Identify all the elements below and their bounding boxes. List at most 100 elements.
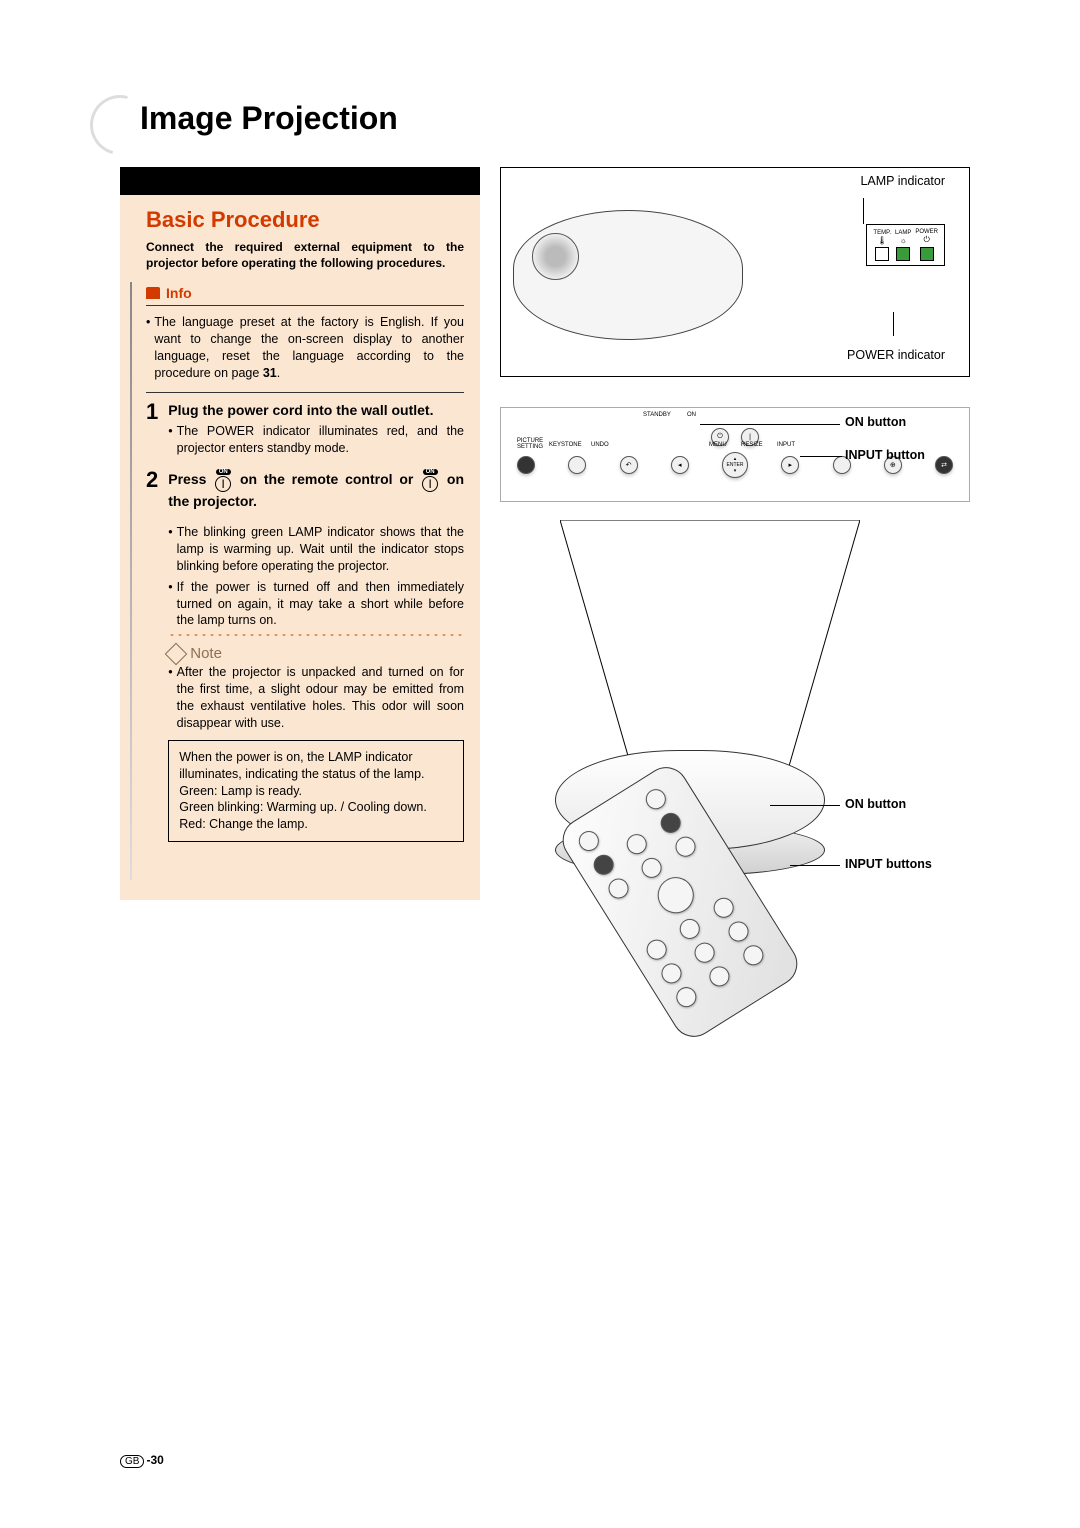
undo-button[interactable]: ↶ [620,456,638,474]
input-button[interactable]: ⇄ [935,456,953,474]
keystone-tiny-label: KEYSTONE [549,442,582,448]
undo-tiny-label: UNDO [591,442,609,448]
step-2-bullet-2: If the power is turned off and then imme… [177,579,464,630]
lamp-red-text: : Change the lamp. [202,817,308,831]
picture-button[interactable] [517,456,535,474]
remote-button[interactable] [623,830,651,858]
step-number: 1 [146,401,158,461]
input-button-callout: INPUT button [845,448,925,462]
projector-on-chip: ON | [422,469,438,492]
remote-button[interactable] [643,936,671,964]
lamp-led: LAMP☼ [895,230,911,261]
remote-input-button[interactable] [657,809,685,837]
info-header: Info [146,285,464,301]
indicator-diagram: LAMP indicator TEMP.🌡 LAMP☼ POWER⏻ [500,167,970,377]
info-suffix: . [277,366,280,380]
remote-button[interactable] [673,983,701,1011]
chip-label: ON [423,469,438,475]
note-text: After the projector is unpacked and turn… [168,664,464,732]
step-2-bullet-1: The blinking green LAMP indicator shows … [177,524,464,575]
step-1-bullet: The POWER indicator illuminates red, and… [177,423,464,457]
projector-top-view [513,210,743,340]
step-2: 2 Press ON | on the remote control or ON [146,469,464,842]
step-2-detail: The blinking green LAMP indicator shows … [168,524,464,629]
remote-input-button[interactable] [671,833,699,861]
on-button-callout: ON button [845,415,906,429]
step-2-title: Press ON | on the remote control or ON |… [168,469,464,510]
step-2-pre: Press [168,471,213,487]
power-indicator-label: POWER indicator [847,348,945,362]
remote-button[interactable] [676,915,704,943]
nav-right[interactable]: ▸ [781,456,799,474]
black-bar [120,167,480,195]
lamp-blink-text: : Warming up. / Cooling down. [260,800,427,814]
enter-button[interactable]: ▴ENTER▾ [722,452,748,478]
dotted-rule [168,633,464,637]
lamp-status-box: When the power is on, the LAMP indicator… [168,740,464,842]
leader-line [790,865,840,866]
remote-button[interactable] [605,875,633,903]
remote-on-callout: ON button [845,797,906,811]
book-icon [146,287,160,299]
picture-tiny-label: PICTURE SETTING [515,438,545,450]
remote-button[interactable] [575,827,603,855]
step-body: Plug the power cord into the wall outlet… [168,401,464,461]
remote-button[interactable] [739,942,767,970]
note-body: After the projector is unpacked and turn… [177,664,464,732]
step-1: 1 Plug the power cord into the wall outl… [146,401,464,461]
page-prefix: GB [120,1455,144,1468]
page-number: GB-30 [120,1453,164,1468]
power-led-icon [920,247,934,261]
left-inner: Basic Procedure Connect the required ext… [120,195,480,870]
standby-tiny-label: STANDBY [643,412,671,418]
vertical-rule [130,282,132,880]
leader-line [800,456,842,457]
page-num-value: -30 [146,1453,163,1467]
nav-left[interactable]: ◂ [671,456,689,474]
resize-tiny-label: RESIZE [741,442,763,448]
leader-line [893,312,894,336]
divider [146,392,464,393]
info-label: Info [166,285,192,301]
input-tiny-label: INPUT [777,442,795,448]
led-panel: TEMP.🌡 LAMP☼ POWER⏻ [866,224,945,266]
temp-led: TEMP.🌡 [873,230,891,261]
remote-on-chip: ON | [215,469,231,492]
remote-button[interactable] [590,851,618,879]
on-circle-icon: | [215,476,231,492]
remote-on-button[interactable] [642,786,670,814]
step-1-detail: The POWER indicator illuminates red, and… [168,423,464,457]
step-2-mid: on the remote control or [240,471,420,487]
lamp-green-label: Green [179,784,214,798]
remote-input-callout: INPUT buttons [845,857,932,871]
lamp-red-label: Red [179,817,202,831]
remote-button[interactable] [691,939,719,967]
info-page-ref: 31 [263,366,277,380]
note-icon [165,642,188,665]
on-tiny-label: ON [687,412,696,418]
content-row: Basic Procedure Connect the required ext… [120,167,990,900]
leader-line [700,424,840,425]
leader-line [770,805,840,806]
info-body: The language preset at the factory is En… [154,315,464,380]
right-column: LAMP indicator TEMP.🌡 LAMP☼ POWER⏻ [500,167,970,900]
note-header: Note [168,645,464,662]
remote-button[interactable] [638,854,666,882]
page-title: Image Projection [140,100,990,137]
step-number: 2 [146,469,158,842]
remote-button[interactable] [724,918,752,946]
section-heading: Basic Procedure [146,207,464,233]
step-body: Press ON | on the remote control or ON |… [168,469,464,842]
keystone-button[interactable] [568,456,586,474]
menu-tiny-label: MENU [709,442,727,448]
remote-button[interactable] [706,962,734,990]
on-circle-icon: | [422,476,438,492]
remote-nav-button[interactable] [651,870,701,920]
remote-diagram: ON button INPUT buttons [610,777,950,1047]
lamp-green-text: : Lamp is ready. [214,784,302,798]
lamp-indicator-label: LAMP indicator [860,174,945,188]
step-1-title: Plug the power cord into the wall outlet… [168,401,464,419]
remote-button[interactable] [658,960,686,988]
remote-button[interactable] [710,894,738,922]
note-label: Note [190,645,222,662]
